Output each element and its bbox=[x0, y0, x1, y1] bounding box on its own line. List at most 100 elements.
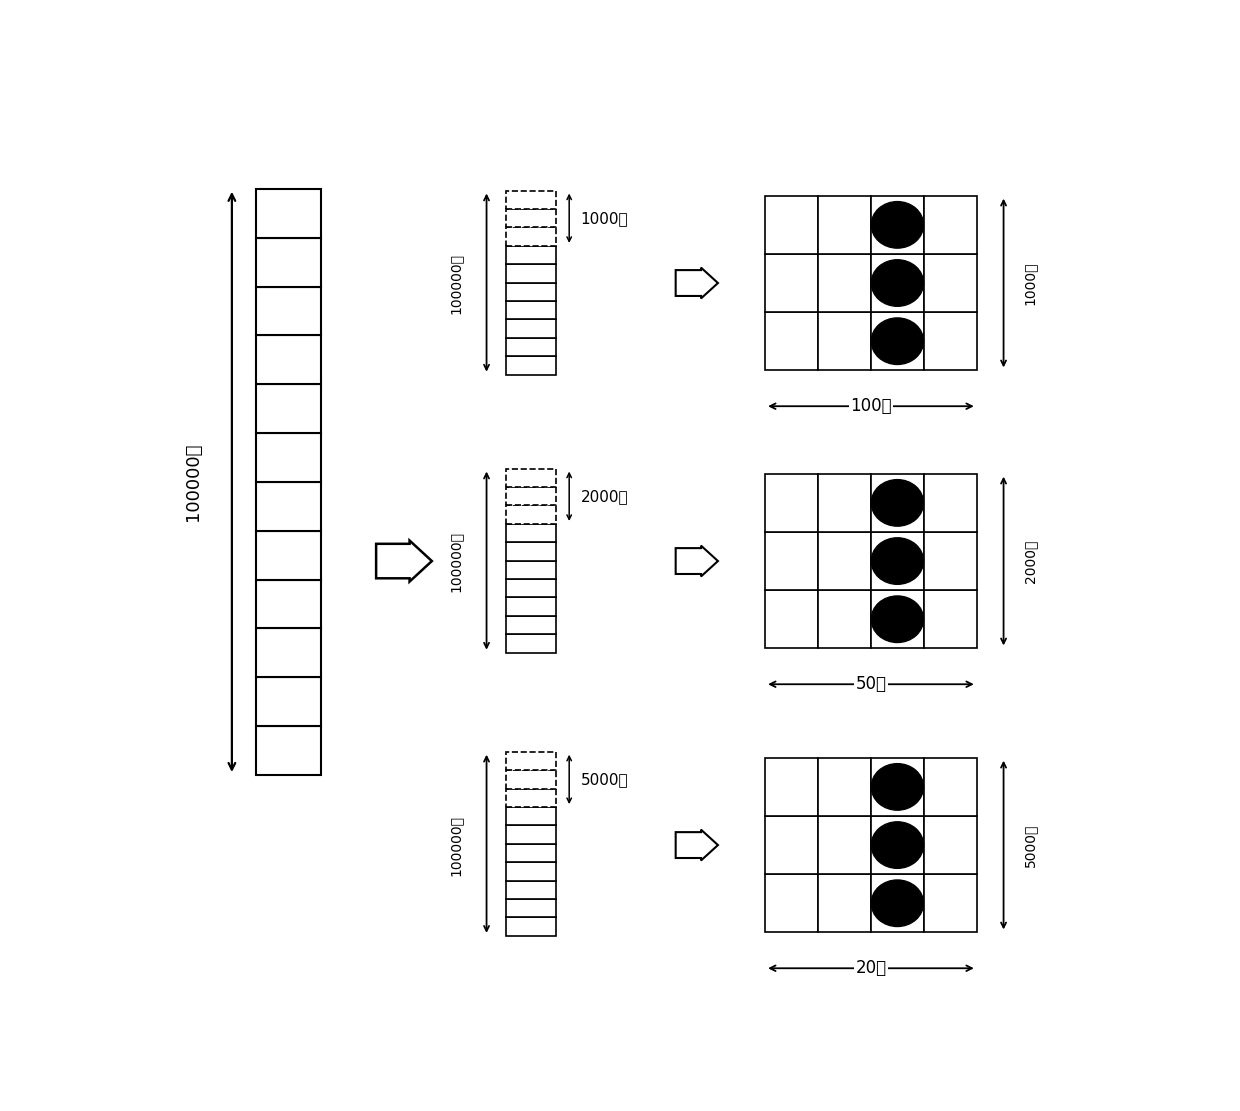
Bar bbox=[818, 532, 870, 590]
Bar bbox=[506, 770, 556, 789]
Bar bbox=[506, 862, 556, 881]
Bar bbox=[870, 473, 924, 532]
Bar bbox=[506, 357, 556, 374]
Bar bbox=[818, 312, 870, 370]
Bar bbox=[255, 384, 321, 433]
Polygon shape bbox=[676, 268, 718, 299]
Bar bbox=[765, 196, 818, 254]
Text: 100000条: 100000条 bbox=[449, 814, 463, 875]
Bar bbox=[506, 881, 556, 899]
Bar bbox=[255, 336, 321, 384]
Polygon shape bbox=[376, 541, 432, 581]
Bar bbox=[506, 579, 556, 598]
Bar bbox=[818, 590, 870, 649]
Bar bbox=[506, 246, 556, 264]
Bar bbox=[924, 874, 977, 932]
Bar bbox=[818, 254, 870, 312]
Bar bbox=[818, 874, 870, 932]
Bar bbox=[818, 473, 870, 532]
Bar bbox=[255, 580, 321, 629]
Bar bbox=[870, 590, 924, 649]
Bar bbox=[506, 319, 556, 338]
Bar bbox=[818, 758, 870, 815]
Text: 100组: 100组 bbox=[851, 398, 892, 416]
Bar bbox=[870, 532, 924, 590]
Text: 1000条: 1000条 bbox=[1023, 261, 1037, 304]
Text: 1000条: 1000条 bbox=[580, 211, 629, 226]
Text: 100000条: 100000条 bbox=[449, 531, 463, 591]
Text: 5000条: 5000条 bbox=[580, 772, 629, 787]
Bar bbox=[506, 191, 556, 209]
Bar bbox=[506, 542, 556, 561]
Bar bbox=[506, 843, 556, 862]
Bar bbox=[255, 629, 321, 678]
Bar bbox=[870, 312, 924, 370]
Bar bbox=[765, 473, 818, 532]
Bar bbox=[765, 758, 818, 815]
Bar bbox=[506, 918, 556, 935]
Text: 2000条: 2000条 bbox=[1023, 539, 1037, 583]
Bar bbox=[924, 815, 977, 874]
Bar bbox=[765, 532, 818, 590]
Circle shape bbox=[872, 763, 924, 810]
Bar bbox=[255, 727, 321, 775]
Bar bbox=[765, 874, 818, 932]
Bar bbox=[255, 287, 321, 336]
Bar bbox=[870, 254, 924, 312]
Bar bbox=[870, 874, 924, 932]
Bar bbox=[870, 758, 924, 815]
Polygon shape bbox=[676, 546, 718, 577]
Bar bbox=[506, 264, 556, 282]
Bar bbox=[255, 678, 321, 727]
Bar bbox=[924, 532, 977, 590]
Bar bbox=[765, 312, 818, 370]
Bar bbox=[765, 254, 818, 312]
Bar bbox=[506, 807, 556, 825]
Bar bbox=[506, 209, 556, 228]
Bar bbox=[506, 899, 556, 918]
Bar bbox=[818, 196, 870, 254]
Bar bbox=[506, 487, 556, 506]
Bar bbox=[506, 228, 556, 246]
Text: 2000条: 2000条 bbox=[580, 489, 629, 503]
Bar bbox=[924, 254, 977, 312]
Polygon shape bbox=[676, 830, 718, 860]
Bar bbox=[924, 473, 977, 532]
Circle shape bbox=[872, 201, 924, 248]
Circle shape bbox=[872, 318, 924, 364]
Bar bbox=[506, 301, 556, 319]
Bar bbox=[924, 196, 977, 254]
Bar bbox=[506, 752, 556, 770]
Circle shape bbox=[872, 538, 924, 584]
Bar bbox=[506, 561, 556, 579]
Bar bbox=[506, 634, 556, 652]
Bar bbox=[506, 282, 556, 301]
Text: 100000条: 100000条 bbox=[449, 252, 463, 313]
Bar bbox=[506, 338, 556, 357]
Bar bbox=[818, 815, 870, 874]
Bar bbox=[255, 531, 321, 580]
Bar bbox=[506, 825, 556, 843]
Text: 5000条: 5000条 bbox=[1023, 823, 1037, 867]
Circle shape bbox=[872, 880, 924, 927]
Circle shape bbox=[872, 480, 924, 527]
Bar bbox=[924, 590, 977, 649]
Bar bbox=[506, 789, 556, 807]
Bar bbox=[870, 196, 924, 254]
Bar bbox=[506, 469, 556, 487]
Text: 20组: 20组 bbox=[856, 959, 887, 978]
Bar bbox=[924, 312, 977, 370]
Bar bbox=[506, 506, 556, 524]
Bar bbox=[506, 598, 556, 615]
Bar bbox=[765, 815, 818, 874]
Bar bbox=[924, 758, 977, 815]
Bar bbox=[255, 189, 321, 238]
Circle shape bbox=[872, 595, 924, 642]
Bar bbox=[506, 615, 556, 634]
Bar bbox=[255, 482, 321, 531]
Bar bbox=[255, 238, 321, 287]
Circle shape bbox=[872, 822, 924, 869]
Bar bbox=[506, 524, 556, 542]
Text: 100000条: 100000条 bbox=[185, 443, 202, 521]
Bar bbox=[870, 815, 924, 874]
